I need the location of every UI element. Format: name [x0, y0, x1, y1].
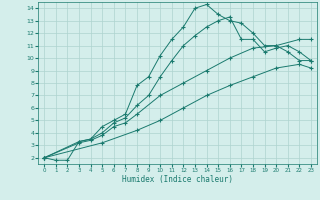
X-axis label: Humidex (Indice chaleur): Humidex (Indice chaleur) — [122, 175, 233, 184]
